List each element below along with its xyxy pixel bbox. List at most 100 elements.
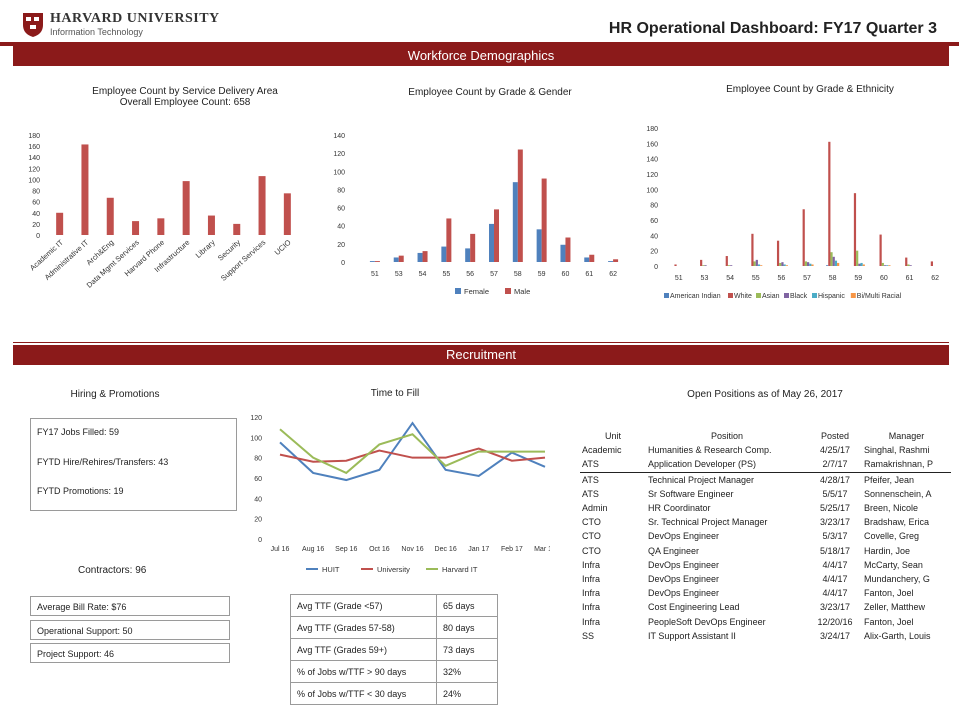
ttf-row: Avg TTF (Grades 57-58) 80 days: [290, 616, 498, 639]
cell-position: Application Developer (PS): [648, 459, 757, 470]
contractors-title: Contractors: 96: [78, 565, 147, 576]
y-tick-label: 140: [28, 155, 40, 162]
x-tick-label: 53: [701, 275, 709, 282]
legend-label: HUIT: [322, 565, 340, 574]
bar-female: [369, 261, 375, 262]
bar-series-3: [781, 262, 784, 266]
bar-series-1: [930, 261, 933, 266]
legend-swatch: [812, 293, 817, 298]
legend-label: White: [734, 293, 752, 300]
cell-unit: Infra: [582, 559, 601, 570]
bar-series-1: [879, 234, 882, 266]
chart3-title: Employee Count by Grade & Ethnicity: [726, 84, 894, 95]
bar-male: [470, 233, 476, 262]
ttf-row: % of Jobs w/TTF > 90 days 32%: [290, 660, 498, 683]
cell-unit: CTO: [582, 545, 601, 556]
ttf-row: Avg TTF (Grade <57) 65 days: [290, 594, 498, 617]
y-tick-label: 80: [337, 187, 345, 194]
bar-series-3: [730, 265, 733, 266]
x-tick-label: 54: [726, 275, 734, 282]
bar: [106, 197, 114, 235]
bar-series-4: [860, 262, 863, 266]
line-huit: [279, 421, 546, 482]
cell-position: Humanities & Research Comp.: [648, 445, 772, 456]
cell-unit: Admin: [582, 503, 608, 514]
bar-series-1: [853, 193, 857, 266]
legend-label: Black: [790, 293, 808, 300]
bar-series-2: [779, 262, 782, 266]
bar-series-3: [883, 265, 887, 266]
bar-series-5: [811, 264, 814, 266]
y-tick-label: 60: [254, 476, 262, 483]
x-tick-label: 57: [490, 271, 498, 278]
y-tick-label: 180: [28, 133, 40, 140]
y-tick-label: 0: [258, 537, 262, 544]
x-tick-label: Jan 17: [468, 546, 489, 553]
logo-subtitle: Information Technology: [50, 27, 143, 37]
cell-position: HR Coordinator: [648, 503, 711, 514]
cell-unit: Infra: [582, 616, 601, 627]
cell-manager: Sonnenschein, A: [864, 488, 932, 499]
x-tick-label: Mar 17: [534, 546, 550, 553]
bar: [207, 215, 215, 235]
x-tick-label: 51: [371, 271, 379, 278]
position-row: ATS Sr Software Engineer 5/5/17 Sonnenschei…: [580, 487, 951, 501]
y-tick-label: 140: [333, 133, 345, 140]
jobs-filled: FY17 Jobs Filled: 59: [37, 427, 120, 437]
ttf-metric: Avg TTF (Grade <57): [290, 594, 437, 617]
legend-label: Hispanic: [818, 293, 845, 300]
shield-icon: [23, 13, 43, 37]
cell-position: DevOps Engineer: [648, 559, 720, 570]
bar-series-3: [858, 263, 861, 266]
y-tick-label: 60: [337, 206, 345, 213]
bar: [132, 221, 140, 235]
bar-female: [393, 257, 399, 262]
x-tick-label: 62: [931, 275, 939, 282]
x-tick-label: 60: [562, 271, 570, 278]
y-tick-label: 40: [337, 224, 345, 231]
cell-position: DevOps Engineer: [648, 588, 720, 599]
recruitment-rule: [13, 342, 949, 343]
bar-series-3: [909, 265, 912, 266]
x-tick-label: Sep 16: [335, 546, 357, 553]
y-tick-label: 0: [654, 264, 658, 271]
bar-series-2: [702, 265, 705, 266]
col-manager: Manager: [888, 431, 925, 441]
y-tick-label: 140: [646, 157, 658, 164]
x-tick-label: 56: [777, 275, 785, 282]
ttf-title: Time to Fill: [370, 388, 420, 399]
col-unit: Unit: [604, 431, 621, 441]
y-tick-label: 100: [333, 169, 345, 176]
cell-posted: 4/4/17: [822, 574, 848, 585]
cell-position: QA Engineer: [648, 545, 700, 556]
avg-bill-rate: Average Bill Rate: $76: [30, 596, 230, 616]
cell-unit: ATS: [582, 459, 599, 470]
cell-position: Sr. Technical Project Manager: [648, 517, 768, 528]
x-tick-label: 53: [395, 271, 403, 278]
position-row: Academic Humanities & Research Comp. 4/25/…: [580, 443, 951, 457]
cell-posted: 5/25/17: [819, 503, 851, 514]
position-row: ATS Technical Project Manager 4/28/17 Pfeif…: [580, 471, 951, 487]
bar-male: [398, 255, 404, 262]
position-row: Infra PeopleSoft DevOps Engineer 12/20/16 F…: [580, 615, 951, 629]
x-tick-label: Nov 16: [401, 546, 423, 553]
y-tick-label: 180: [646, 126, 658, 133]
x-tick-label: Feb 17: [501, 546, 523, 553]
x-tick-label: 61: [906, 275, 914, 282]
cell-position: Technical Project Manager: [646, 471, 808, 487]
page-title: HR Operational Dashboard: FY17 Quarter 3: [608, 20, 937, 37]
cell-manager: Fanton, Joel: [864, 588, 914, 599]
bar-male: [446, 218, 452, 262]
position-row: Admin HR Coordinator 5/25/17 Breen, Nicole: [580, 501, 951, 515]
bar-female: [441, 246, 447, 262]
bar-series-2: [804, 261, 807, 266]
x-tick-label: Jul 16: [271, 546, 290, 553]
y-tick-label: 60: [32, 200, 40, 207]
y-tick-label: 120: [250, 415, 262, 422]
bar-series-2: [830, 252, 833, 266]
bar-female: [465, 248, 471, 262]
ttf-row: % of Jobs w/TTF < 30 days 24%: [290, 682, 498, 705]
ttf-value: 24%: [436, 682, 498, 705]
bar-series-4: [809, 263, 812, 266]
y-tick-label: 60: [650, 218, 658, 225]
